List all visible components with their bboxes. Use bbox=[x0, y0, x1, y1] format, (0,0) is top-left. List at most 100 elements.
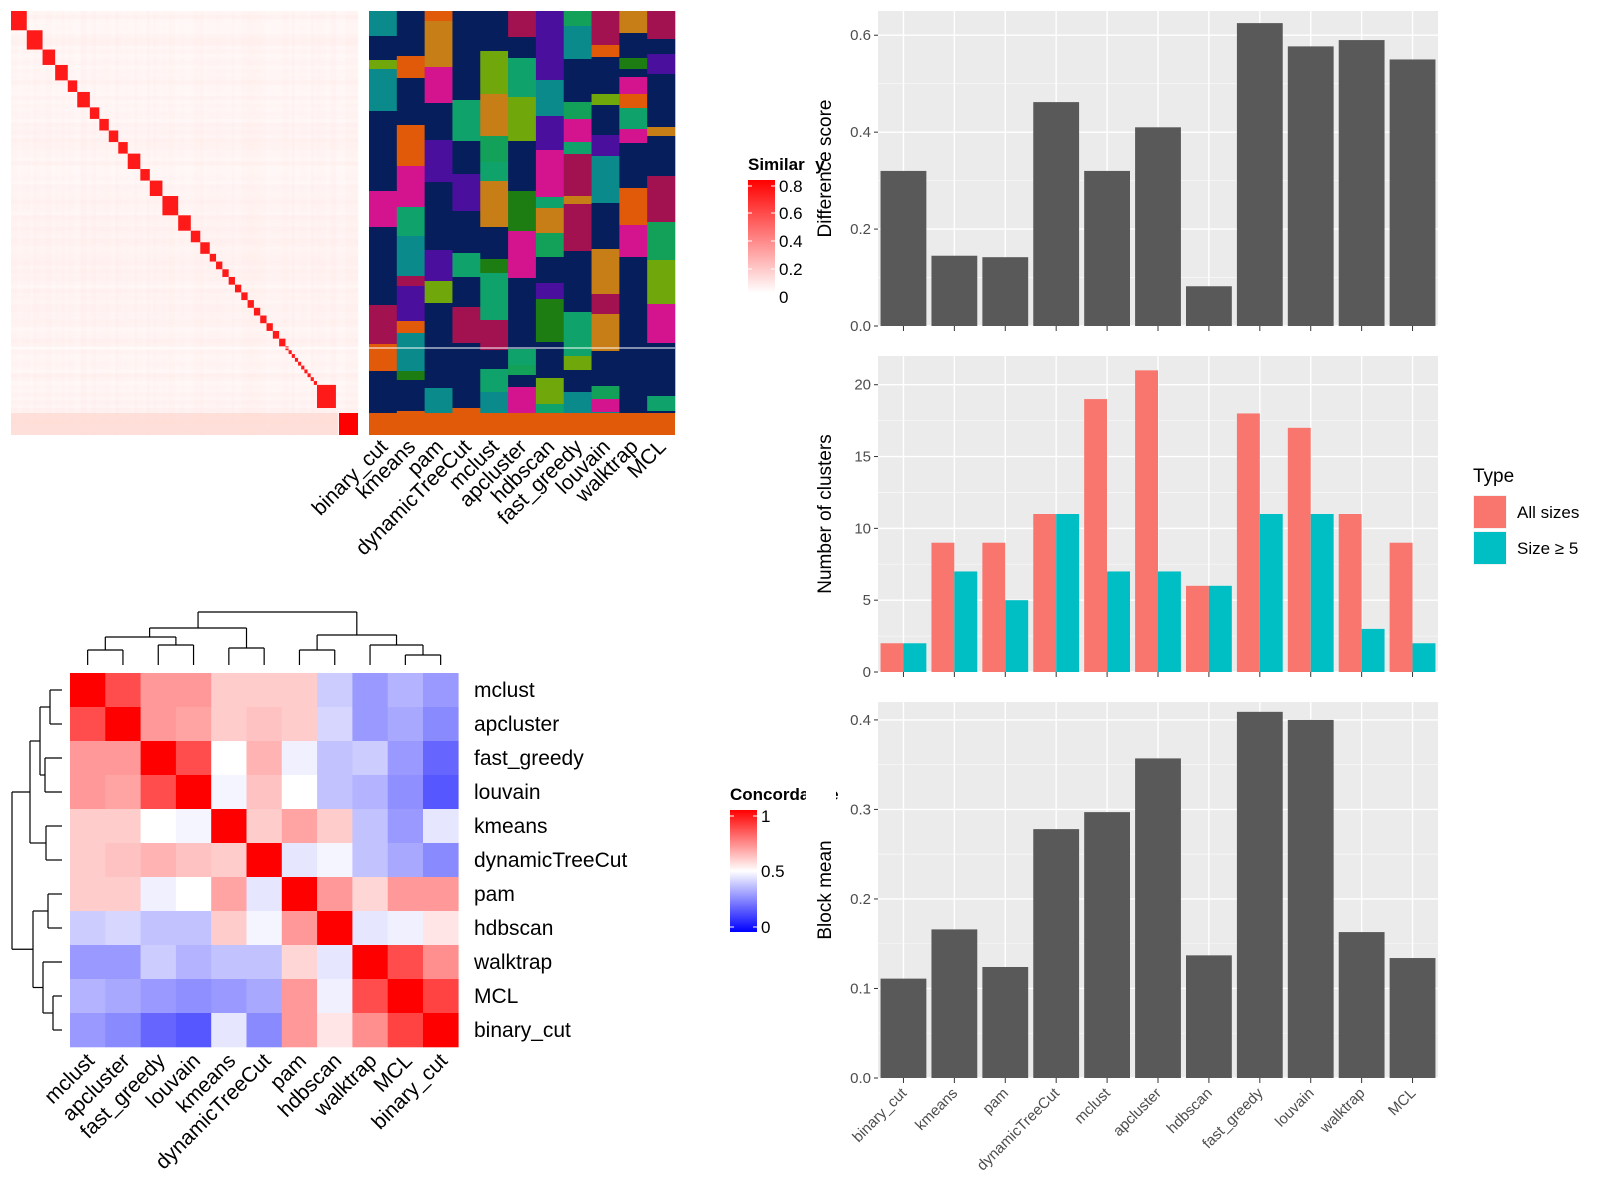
concordance-cell bbox=[246, 1013, 283, 1048]
y-tick-label: 0 bbox=[863, 664, 871, 681]
bar-all-sizes bbox=[1236, 413, 1260, 672]
bar bbox=[880, 170, 927, 326]
similarity-row bbox=[11, 261, 358, 266]
concordance-cell bbox=[211, 843, 247, 878]
similarity-row bbox=[11, 149, 358, 154]
y-tick-label: 0.4 bbox=[850, 712, 871, 729]
membership-cell bbox=[535, 366, 565, 378]
membership-cell bbox=[452, 54, 481, 63]
membership-cell bbox=[452, 63, 481, 100]
similarity-row bbox=[11, 172, 358, 178]
similarity-tick-label: 0.4 bbox=[779, 232, 803, 251]
bar bbox=[1338, 40, 1385, 326]
concordance-cell bbox=[423, 945, 459, 980]
concordance-cell bbox=[317, 741, 353, 776]
concordance-cell bbox=[387, 1013, 424, 1048]
membership-cell bbox=[619, 349, 648, 385]
type-legend-title: Type bbox=[1473, 466, 1514, 487]
concordance-cell bbox=[387, 741, 424, 776]
y-tick-label: 0.4 bbox=[850, 124, 871, 141]
membership-cell bbox=[452, 141, 481, 165]
membership-cell bbox=[396, 321, 425, 333]
bar-size-ge-5 bbox=[1208, 585, 1232, 672]
bar bbox=[1236, 23, 1283, 326]
membership-cell bbox=[369, 125, 398, 162]
bar-all-sizes bbox=[1135, 370, 1158, 672]
concordance-cell bbox=[387, 775, 424, 810]
concordance-cell bbox=[352, 707, 388, 742]
membership-cell bbox=[396, 403, 425, 411]
similarity-row bbox=[11, 327, 358, 332]
membership-cell bbox=[424, 388, 453, 413]
similarity-block bbox=[67, 80, 78, 92]
membership-cell bbox=[508, 97, 537, 141]
concordance-cell bbox=[140, 877, 177, 912]
bar-all-sizes bbox=[931, 542, 955, 672]
concordance-cell bbox=[105, 673, 141, 708]
membership-cell bbox=[563, 356, 592, 370]
similarity-row bbox=[11, 357, 358, 363]
membership-cell bbox=[647, 343, 676, 384]
similarity-row bbox=[11, 230, 358, 235]
bar bbox=[1287, 46, 1334, 326]
x-tick-label: apcluster bbox=[1110, 1085, 1165, 1140]
similarity-row bbox=[11, 303, 358, 309]
y-tick-label: 0.1 bbox=[850, 980, 871, 997]
membership-cell bbox=[563, 392, 592, 413]
block-mean-panel: 0.0 0.1 0.2 0.3 0.4 Block mean bbox=[815, 702, 1438, 1087]
membership-cell bbox=[480, 149, 509, 162]
concordance-cell bbox=[246, 877, 283, 912]
membership-cell bbox=[480, 136, 509, 149]
similarity-row bbox=[11, 138, 358, 143]
similarity-row bbox=[11, 111, 358, 116]
membership-cell bbox=[563, 102, 592, 119]
similarity-row bbox=[11, 45, 358, 50]
membership-cell bbox=[591, 45, 620, 57]
similarity-row bbox=[11, 199, 358, 205]
similarity-block bbox=[178, 215, 191, 231]
concordance-row-label: apcluster bbox=[474, 713, 559, 736]
membership-cell bbox=[563, 154, 592, 196]
concordance-cell bbox=[387, 911, 424, 946]
y-axis-title: Difference score bbox=[815, 100, 836, 238]
membership-cell bbox=[369, 296, 398, 305]
membership-cell bbox=[563, 11, 592, 26]
type-legend-swatch bbox=[1474, 496, 1506, 528]
concordance-cell bbox=[175, 741, 212, 776]
similarity-row bbox=[11, 365, 358, 370]
concordance-cell bbox=[70, 911, 106, 946]
bar-size-ge-5 bbox=[1158, 571, 1181, 672]
membership-cell bbox=[369, 371, 398, 399]
similarity-block bbox=[272, 330, 280, 339]
membership-cell bbox=[535, 116, 565, 150]
similarity-row bbox=[11, 276, 358, 282]
membership-cell bbox=[563, 26, 592, 59]
concordance-cell bbox=[70, 673, 106, 708]
number-of-clusters-panel: 0 5 10 15 20 Number of clusters bbox=[815, 356, 1438, 681]
similarity-row bbox=[11, 142, 358, 147]
membership-cell bbox=[647, 104, 676, 127]
membership-cell bbox=[369, 111, 398, 125]
similarity-row bbox=[11, 53, 358, 58]
similarity-block bbox=[307, 373, 311, 378]
y-tick-label: 15 bbox=[854, 449, 871, 466]
similarity-block bbox=[190, 230, 201, 243]
similarity-block bbox=[241, 292, 248, 301]
type-legend-label: All sizes bbox=[1517, 503, 1579, 522]
bar bbox=[1084, 170, 1130, 326]
concordance-cell bbox=[175, 979, 212, 1014]
x-tick-label: kmeans bbox=[912, 1085, 961, 1134]
membership-cell bbox=[480, 350, 509, 369]
membership-cell bbox=[369, 36, 398, 60]
concordance-cell bbox=[423, 979, 459, 1014]
membership-cell bbox=[619, 69, 648, 77]
similarity-row bbox=[11, 342, 358, 347]
row-dendrogram bbox=[11, 689, 62, 1031]
membership-cell bbox=[452, 253, 481, 277]
membership-cell bbox=[424, 182, 453, 199]
membership-cell bbox=[452, 211, 481, 253]
concordance-row-label: pam bbox=[474, 883, 515, 906]
bar bbox=[1287, 719, 1334, 1078]
concordance-cell bbox=[387, 673, 424, 708]
